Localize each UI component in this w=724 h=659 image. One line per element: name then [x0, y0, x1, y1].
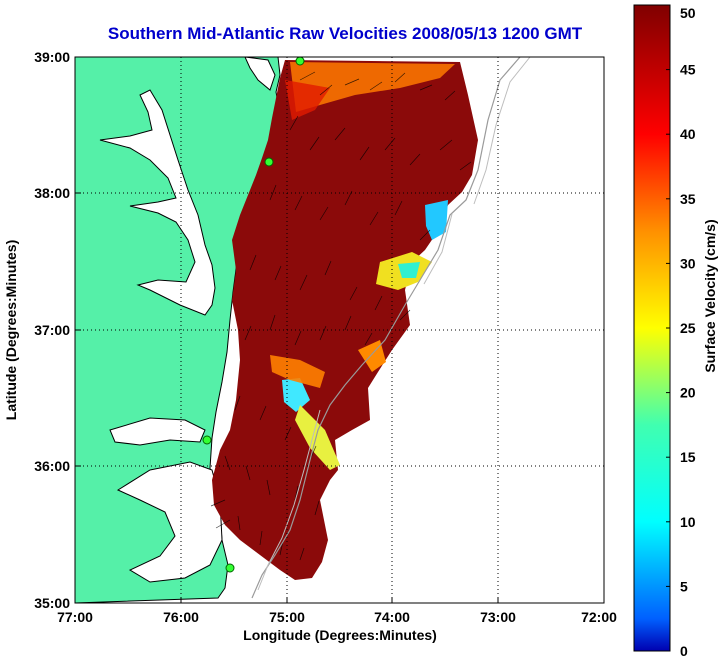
x-axis-label: Longitude (Degrees:Minutes) [243, 627, 437, 643]
tick-marks [75, 192, 499, 603]
field-orange-top [290, 62, 455, 112]
field-cyan-east [398, 262, 420, 278]
colorbar-tick-label: 45 [680, 62, 696, 78]
y-tick-label: 38:00 [34, 185, 70, 201]
colorbar-ticks: 0 5 10 15 20 25 30 35 40 45 50 [666, 4, 696, 659]
albemarle-sound [109, 417, 206, 446]
velocity-field [212, 60, 478, 580]
field-yellow-south [295, 405, 340, 470]
velocity-vectors [210, 71, 472, 561]
radar-stations [202, 57, 305, 573]
field-orange-south [270, 355, 325, 388]
x-tick-label: 73:00 [480, 609, 516, 625]
x-tick-label: 75:00 [269, 609, 305, 625]
shelf-contour-2 [257, 57, 531, 591]
colorbar-tick-label: 5 [680, 578, 688, 594]
y-tick-label: 35:00 [34, 595, 70, 611]
field-cyan-south [282, 378, 310, 412]
grid-lines [75, 57, 604, 603]
field-cyan-patch [425, 200, 448, 240]
colorbar-tick-label: 40 [680, 126, 696, 142]
colorbar-tick-label: 30 [680, 255, 696, 271]
y-tick-label: 36:00 [34, 458, 70, 474]
colorbar-tick-label: 0 [680, 643, 688, 659]
delaware-bay [244, 57, 276, 91]
colorbar-tick-label: 10 [680, 514, 696, 530]
station-marker [264, 157, 274, 167]
chesapeake-bay [99, 89, 216, 316]
colorbar [633, 4, 671, 652]
field-orange-mid [358, 340, 386, 372]
y-tick-label: 39:00 [34, 49, 70, 65]
shelf-contour [251, 57, 521, 599]
colorbar-tick-label: 35 [680, 191, 696, 207]
colorbar-tick-label: 25 [680, 320, 696, 336]
y-tick-label: 37:00 [34, 322, 70, 338]
chart-title: Southern Mid-Atlantic Raw Velocities 200… [108, 24, 583, 43]
colorbar-tick-label: 15 [680, 449, 696, 465]
station-marker [202, 435, 212, 445]
colorbar-tick-label: 50 [680, 5, 696, 21]
x-tick-label: 72:00 [581, 609, 617, 625]
y-axis-label: Latitude (Degrees:Minutes) [3, 240, 19, 420]
field-red-top [285, 80, 330, 120]
station-marker [295, 57, 305, 66]
colorbar-tick-label: 20 [680, 385, 696, 401]
station-marker [225, 563, 235, 573]
x-tick-label: 76:00 [163, 609, 199, 625]
x-tick-label: 77:00 [57, 609, 93, 625]
colorbar-label: Surface Velocity (cm/s) [702, 219, 718, 372]
x-tick-label: 74:00 [374, 609, 410, 625]
